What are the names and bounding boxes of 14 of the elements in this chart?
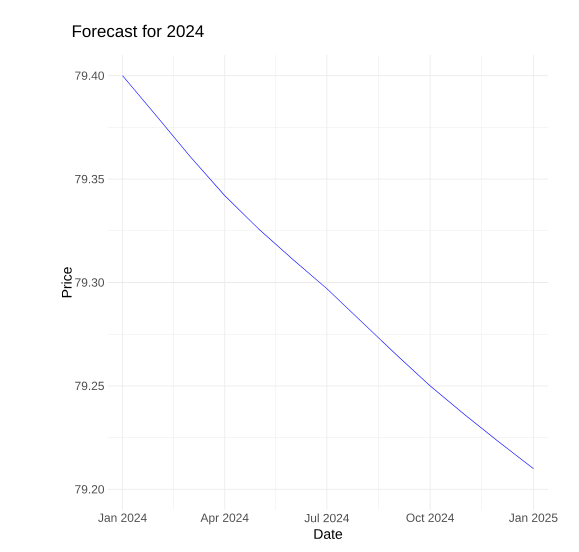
x-axis-title: Date xyxy=(314,529,342,539)
x-tick-label: Jan 2025 xyxy=(509,514,558,522)
x-tick-label: Apr 2024 xyxy=(200,514,249,524)
y-tick-label: 79.30 xyxy=(75,278,104,287)
y-tick-label: 79.35 xyxy=(75,174,104,184)
line-series xyxy=(122,75,534,469)
y-tick-label: 79.40 xyxy=(75,71,104,80)
chart-title: Forecast for 2024 xyxy=(72,24,204,38)
y-tick-label: 79.25 xyxy=(75,382,104,390)
y-axis-title: Price xyxy=(61,267,72,298)
x-tick-label: Jan 2024 xyxy=(98,514,147,522)
y-tick-label: 79.20 xyxy=(75,485,104,494)
x-tick-label: Jul 2024 xyxy=(304,514,350,522)
x-tick-label: Oct 2024 xyxy=(406,514,454,522)
